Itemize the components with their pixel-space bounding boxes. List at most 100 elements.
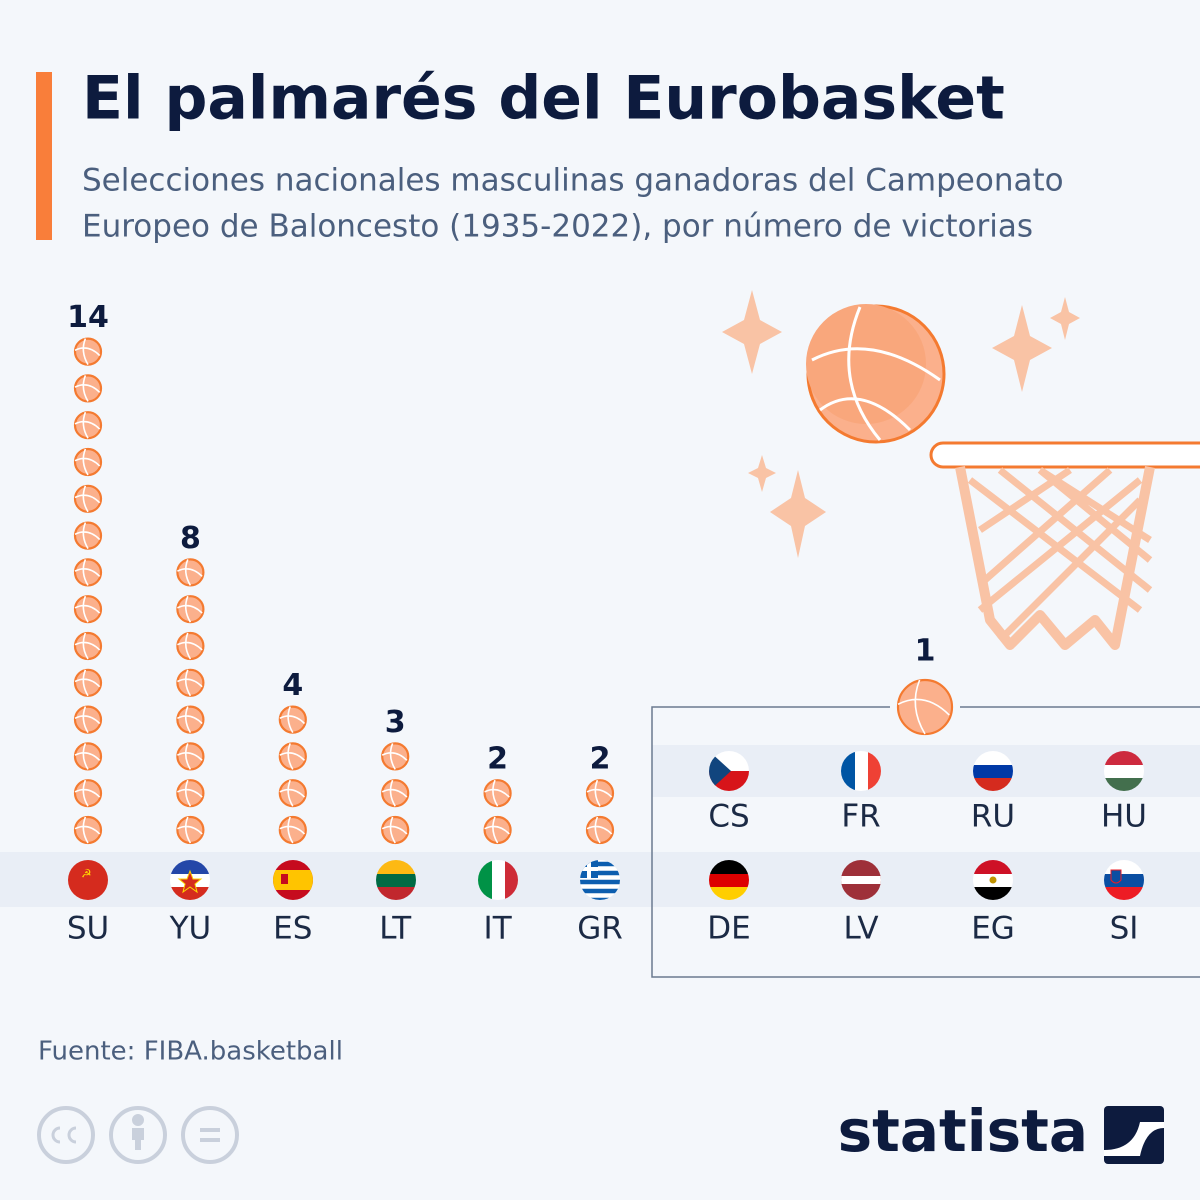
ball-seam [74,816,101,844]
ball-seam [586,816,613,844]
brand-logo [1104,1106,1164,1164]
ball-seam [279,816,306,844]
category-label: GR [577,911,623,947]
ball-stack [483,779,512,845]
ball-seam [74,485,101,513]
category-label: IT [484,911,513,947]
subtitle: Selecciones nacionales masculinas ganado… [82,163,1064,199]
ball-seam [177,706,203,734]
ball-seam [177,743,203,770]
ball [278,742,307,771]
value-label: 8 [180,521,201,556]
ball-seam [74,779,101,807]
ball [176,742,205,771]
ball-seam [484,779,510,807]
ball [73,558,103,587]
source: Fuente: FIBA.basketball [38,1037,343,1067]
ball-seam [74,448,101,476]
ball-seam [381,816,408,844]
ball [585,779,615,808]
category-label: CS [708,799,749,835]
ball [73,521,103,550]
ball [176,815,205,845]
ball-seam [279,779,306,807]
ball-stack [176,558,205,845]
ball-stack [381,742,410,845]
category-label: FR [841,799,880,835]
accent-bar [36,72,52,240]
category-label: LT [379,911,412,947]
ball-seam [74,411,101,439]
ball [381,815,410,845]
ball [73,742,103,771]
category-label: YU [169,911,212,947]
value-label: 3 [385,705,406,740]
ball-seam [897,679,950,735]
ball [176,558,205,587]
ball [278,705,307,734]
category-label: ES [273,911,312,947]
license-icons [37,1106,239,1164]
ball [73,447,103,477]
ball [896,678,954,736]
ball [73,815,103,845]
ball-stack [73,337,103,845]
ball-stack [278,705,307,845]
ball-seam [381,743,408,770]
illustration [722,290,1200,650]
ball-seam [74,595,101,623]
ball [73,374,103,403]
ball-seam [279,706,306,734]
ball [176,595,205,624]
ball-seam [177,632,203,660]
ball [73,595,103,624]
subtitle: Europeo de Baloncesto (1935-2022), por n… [82,209,1033,245]
ball-seam [177,595,203,623]
ball [73,779,103,808]
ball-seam [177,669,203,697]
ball [73,668,103,697]
ball-seam [586,779,613,807]
group-frame [651,706,1200,978]
value-label: 2 [487,742,508,777]
category-label: RU [971,799,1015,835]
value-label: 14 [67,300,109,335]
ball-seam [74,743,101,770]
ball [176,668,205,697]
ball-seam [74,706,101,734]
ball-seam [74,375,101,402]
ball-seam [177,559,203,586]
category-label: SU [67,911,109,947]
ball [278,779,307,808]
ball-seam [74,632,101,660]
ball [73,484,103,513]
ball [176,631,205,661]
chart-title: El palmarés del Eurobasket [82,64,1005,134]
ball-stack [585,779,615,845]
ball [278,815,307,845]
ball [585,815,615,845]
category-label: SI [1110,911,1139,947]
ball-stack [896,678,954,736]
flags: ☭ [68,751,1144,900]
svg-text:☭: ☭ [81,867,92,881]
ball [381,779,410,808]
ball [73,337,103,366]
category-label: LV [843,911,878,947]
value-label: 1 [915,634,936,669]
value-label: 4 [282,668,303,703]
category-label: HU [1101,799,1147,835]
ball [381,742,410,771]
ball [176,705,205,734]
ball-seam [484,816,510,844]
ball [73,705,103,734]
ball [73,411,103,440]
ball-seam [177,779,203,807]
brand: statista [838,1097,1088,1165]
ball [483,815,512,845]
ball-seam [177,816,203,844]
value-label: 2 [590,742,611,777]
ball-seam [74,669,101,697]
ball-seam [381,779,408,807]
